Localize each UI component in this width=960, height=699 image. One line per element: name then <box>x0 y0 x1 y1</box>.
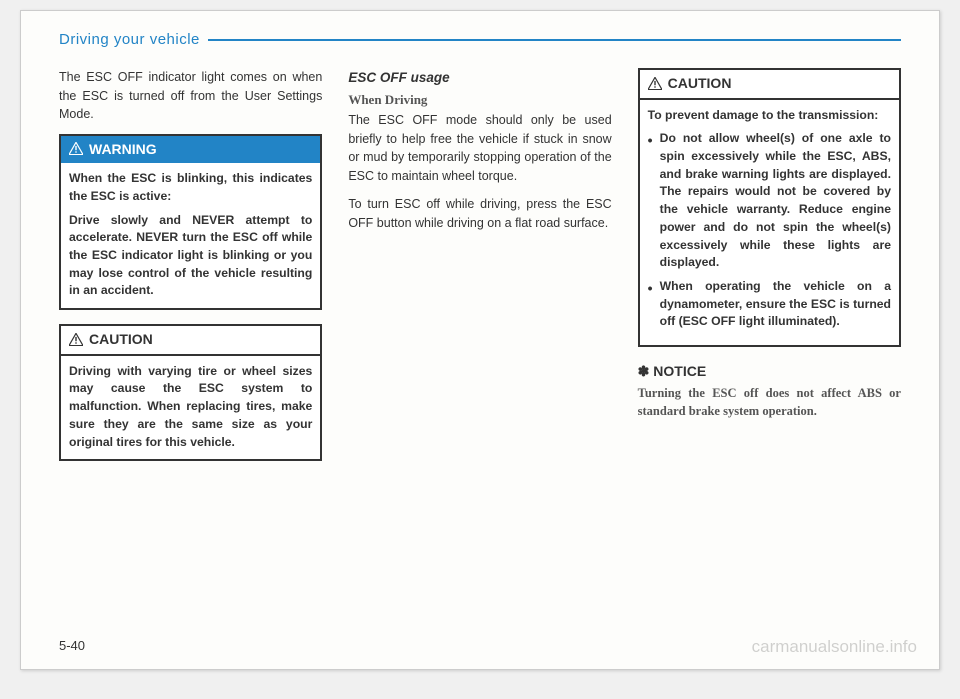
warning-p2: Drive slowly and NEVER attempt to accele… <box>69 212 312 300</box>
page-number: 5-40 <box>59 638 85 653</box>
warning-label: WARNING <box>89 139 157 160</box>
caution2-li2: When operating the vehicle on a dynamome… <box>648 278 891 331</box>
content-columns: The ESC OFF indicator light comes on whe… <box>59 68 901 475</box>
notice-body: Turning the ESC off does not affect ABS … <box>638 384 901 421</box>
when-driving-subtitle: When Driving <box>348 90 611 109</box>
caution-icon <box>69 333 83 346</box>
caution-p1: Driving with varying tire or wheel sizes… <box>69 363 312 451</box>
header-rule <box>208 39 901 41</box>
caution-label-2: CAUTION <box>668 73 732 94</box>
notice-title: ✽ NOTICE <box>638 361 901 382</box>
caution-icon <box>648 77 662 90</box>
page-header: Driving your vehicle <box>59 31 901 48</box>
section-title: Driving your vehicle <box>59 31 208 48</box>
caution-box-1: CAUTION Driving with varying tire or whe… <box>59 324 322 461</box>
caution2-intro: To prevent damage to the transmission: <box>648 107 891 125</box>
col2-p2: To turn ESC off while driving, press the… <box>348 195 611 232</box>
warning-body: When the ESC is blinking, this indicates… <box>61 163 320 308</box>
esc-off-title: ESC OFF usage <box>348 68 611 88</box>
watermark: carmanualsonline.info <box>752 637 917 657</box>
caution-label-1: CAUTION <box>89 329 153 350</box>
column-2: ESC OFF usage When Driving The ESC OFF m… <box>348 68 611 475</box>
warning-icon <box>69 142 83 155</box>
warning-p1: When the ESC is blinking, this indicates… <box>69 170 312 205</box>
warning-box: WARNING When the ESC is blinking, this i… <box>59 134 322 311</box>
column-1: The ESC OFF indicator light comes on whe… <box>59 68 322 475</box>
column-3: CAUTION To prevent damage to the transmi… <box>638 68 901 475</box>
caution2-list: Do not allow wheel(s) of one axle to spi… <box>648 130 891 331</box>
caution-box-2: CAUTION To prevent damage to the transmi… <box>638 68 901 347</box>
intro-paragraph: The ESC OFF indicator light comes on whe… <box>59 68 322 124</box>
caution-header-1: CAUTION <box>61 326 320 356</box>
col2-p1: The ESC OFF mode should only be used bri… <box>348 111 611 185</box>
manual-page: Driving your vehicle The ESC OFF indicat… <box>20 10 940 670</box>
caution-header-2: CAUTION <box>640 70 899 100</box>
caution2-li1: Do not allow wheel(s) of one axle to spi… <box>648 130 891 272</box>
caution-body-2: To prevent damage to the transmission: D… <box>640 100 899 345</box>
caution-body-1: Driving with varying tire or wheel sizes… <box>61 356 320 459</box>
warning-header: WARNING <box>61 136 320 164</box>
